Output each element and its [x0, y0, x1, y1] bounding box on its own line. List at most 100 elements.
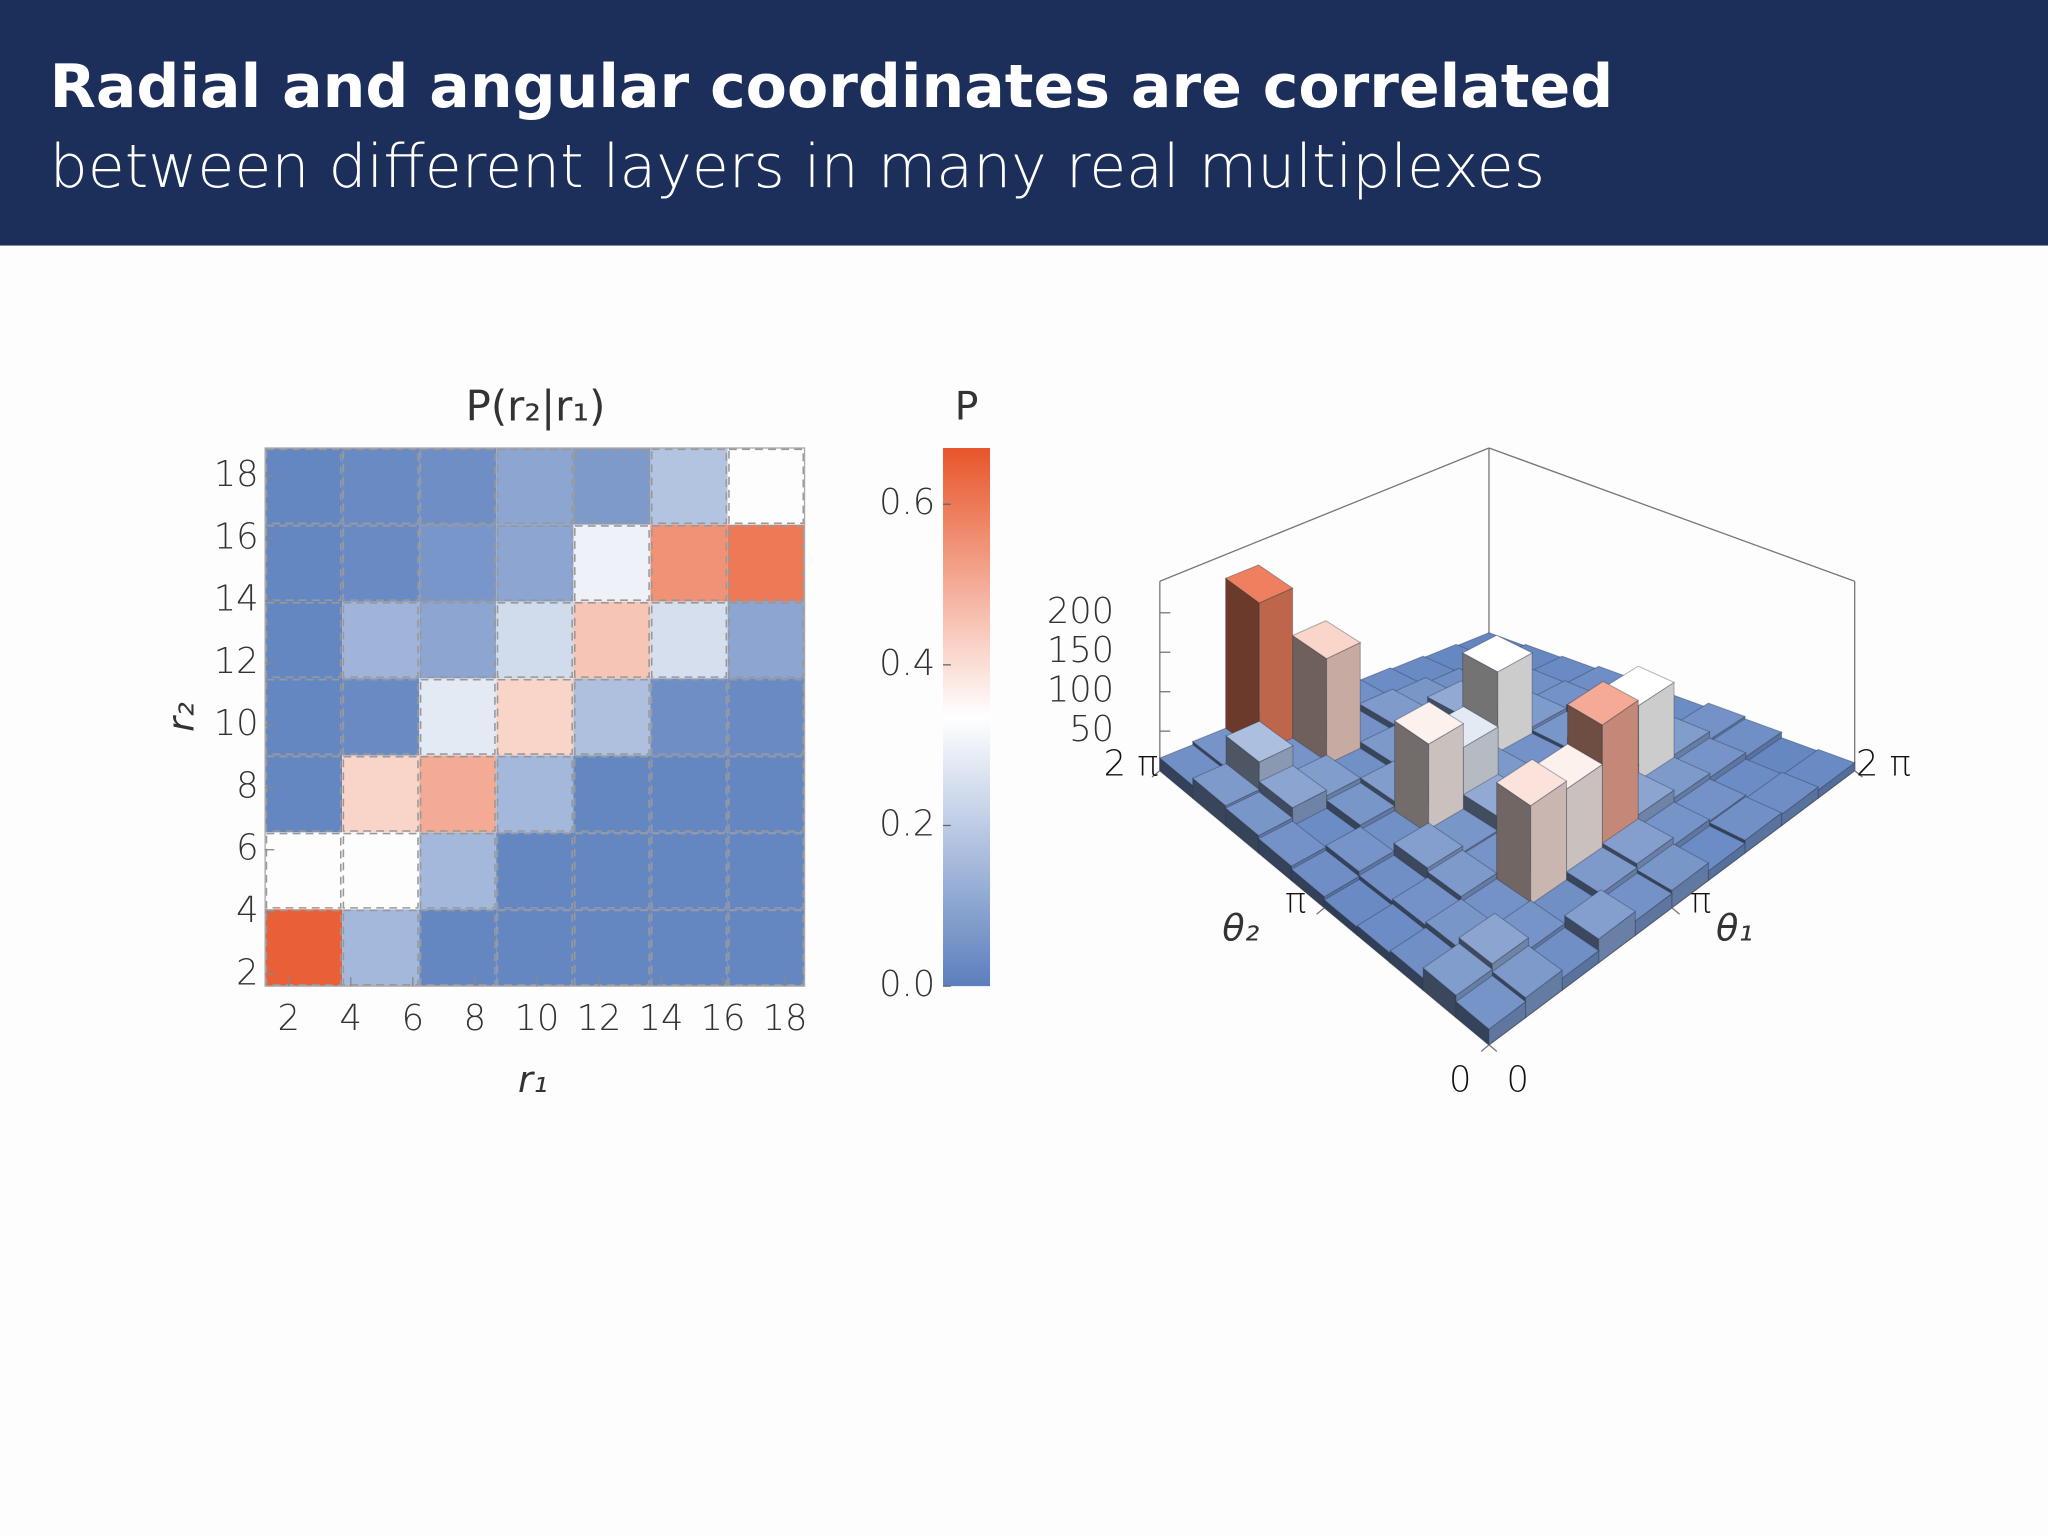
bar-top [1224, 564, 1294, 604]
cell-outline [496, 755, 573, 832]
theta1-tick [1854, 770, 1863, 778]
heatmap-title: P(r₂|r₁) [466, 381, 606, 430]
cell-outline [496, 909, 573, 986]
heatmap-cell [727, 601, 805, 679]
x-tick-label: 10 [514, 998, 559, 1039]
heatmap-cell [342, 909, 420, 987]
colorbar-tick-label: 0.6 [879, 482, 935, 523]
bar-top [1191, 762, 1261, 807]
bar-top [1393, 701, 1465, 745]
theta1-tick-label: 2 π [1856, 743, 1911, 784]
cell-outline [265, 755, 342, 832]
heatmap-cell [496, 678, 574, 756]
cell-outline [419, 602, 496, 678]
heatmap-cell [496, 755, 574, 833]
heatmap-cell [265, 524, 343, 602]
heatmap-cell [419, 909, 497, 987]
bar-top [1258, 764, 1328, 809]
heatmap-cell [265, 448, 343, 525]
slide-title: Radial and angular coordinates are corre… [50, 52, 1614, 122]
cell-outline [265, 525, 342, 602]
cell-outline [496, 448, 573, 525]
heatmap-cell [650, 524, 728, 602]
cell-outline [496, 678, 573, 755]
x-tick-label: 4 [340, 998, 362, 1039]
colorbar-tick-label: 0.4 [879, 643, 935, 684]
heatmap-cell [727, 909, 805, 987]
bar-top [1455, 975, 1527, 1030]
theta1-label: θ₁ [1716, 906, 1753, 949]
bar-top [1325, 782, 1396, 826]
heatmap-cell [419, 601, 497, 679]
cell-outline [728, 525, 805, 602]
cell-outline [728, 909, 805, 986]
y-tick-label: 8 [236, 765, 258, 806]
cell-outline [419, 832, 496, 909]
heatmap-cell [342, 524, 420, 602]
cell-outline [573, 909, 650, 986]
y-tick-label: 12 [214, 641, 259, 682]
cell-outline [419, 448, 496, 525]
heatmap-cell [573, 678, 651, 756]
bar-top [1392, 822, 1464, 869]
heatmap-cell [419, 678, 497, 756]
cell-outline [728, 602, 805, 678]
cell-outline [650, 525, 728, 602]
cell-outline [496, 832, 573, 909]
bar-top [1495, 758, 1568, 807]
heatmap-cell [650, 448, 728, 525]
cell-outline [265, 448, 342, 525]
bar-top [1257, 820, 1327, 867]
y-tick-label: 6 [236, 828, 258, 869]
y-tick-label: 16 [214, 516, 259, 557]
x-tick-label: 16 [701, 998, 746, 1039]
cell-outline [728, 678, 805, 755]
heatmap-cell [265, 832, 343, 910]
heatmap-cell [265, 909, 343, 987]
heatmap-cell [265, 755, 343, 833]
cell-outline [265, 832, 342, 909]
heatmap-cell [265, 678, 343, 756]
bar-top [1458, 912, 1530, 965]
cell-outline [650, 755, 728, 832]
heatmap-cell [573, 909, 651, 987]
heatmap-cell [419, 832, 497, 910]
bar-top [1225, 720, 1294, 763]
z-tick-label: 50 [1069, 709, 1114, 750]
heatmap-cell [342, 678, 420, 756]
bar-top [1565, 846, 1639, 895]
cell-outline [342, 832, 419, 909]
cell-outline [573, 678, 650, 755]
cell-outline [342, 909, 419, 986]
y-tick-label: 2 [236, 952, 258, 993]
y-tick-label: 14 [214, 579, 259, 620]
theta2-tick [1480, 1044, 1490, 1052]
cell-outline [573, 602, 650, 678]
heatmap-cell [496, 832, 574, 910]
cell-outline [573, 525, 650, 602]
heatmap-cell [727, 448, 805, 525]
cell-outline [496, 525, 573, 602]
cell-outline [496, 602, 573, 678]
cell-outline [650, 909, 728, 986]
x-tick-label: 14 [639, 998, 684, 1039]
cell-outline [265, 602, 342, 678]
cell-outline [265, 678, 342, 755]
theta1-tick [1488, 1044, 1498, 1052]
y-tick-label: 18 [214, 454, 259, 495]
bar [1455, 975, 1527, 1047]
cell-outline [419, 909, 496, 986]
colorbar-tick-label: 0.0 [879, 964, 935, 1005]
heatmap-cell [650, 601, 728, 679]
cell-outline [573, 755, 650, 832]
heatmap-cell [727, 832, 805, 910]
bar-top [1291, 620, 1362, 660]
x-tick-label: 12 [576, 998, 621, 1039]
cell-outline [342, 678, 419, 755]
cell-outline [419, 755, 496, 832]
cell-outline [342, 755, 419, 832]
colorbar-tick-label: 0.2 [879, 803, 935, 844]
x-tick-label: 2 [277, 998, 299, 1039]
